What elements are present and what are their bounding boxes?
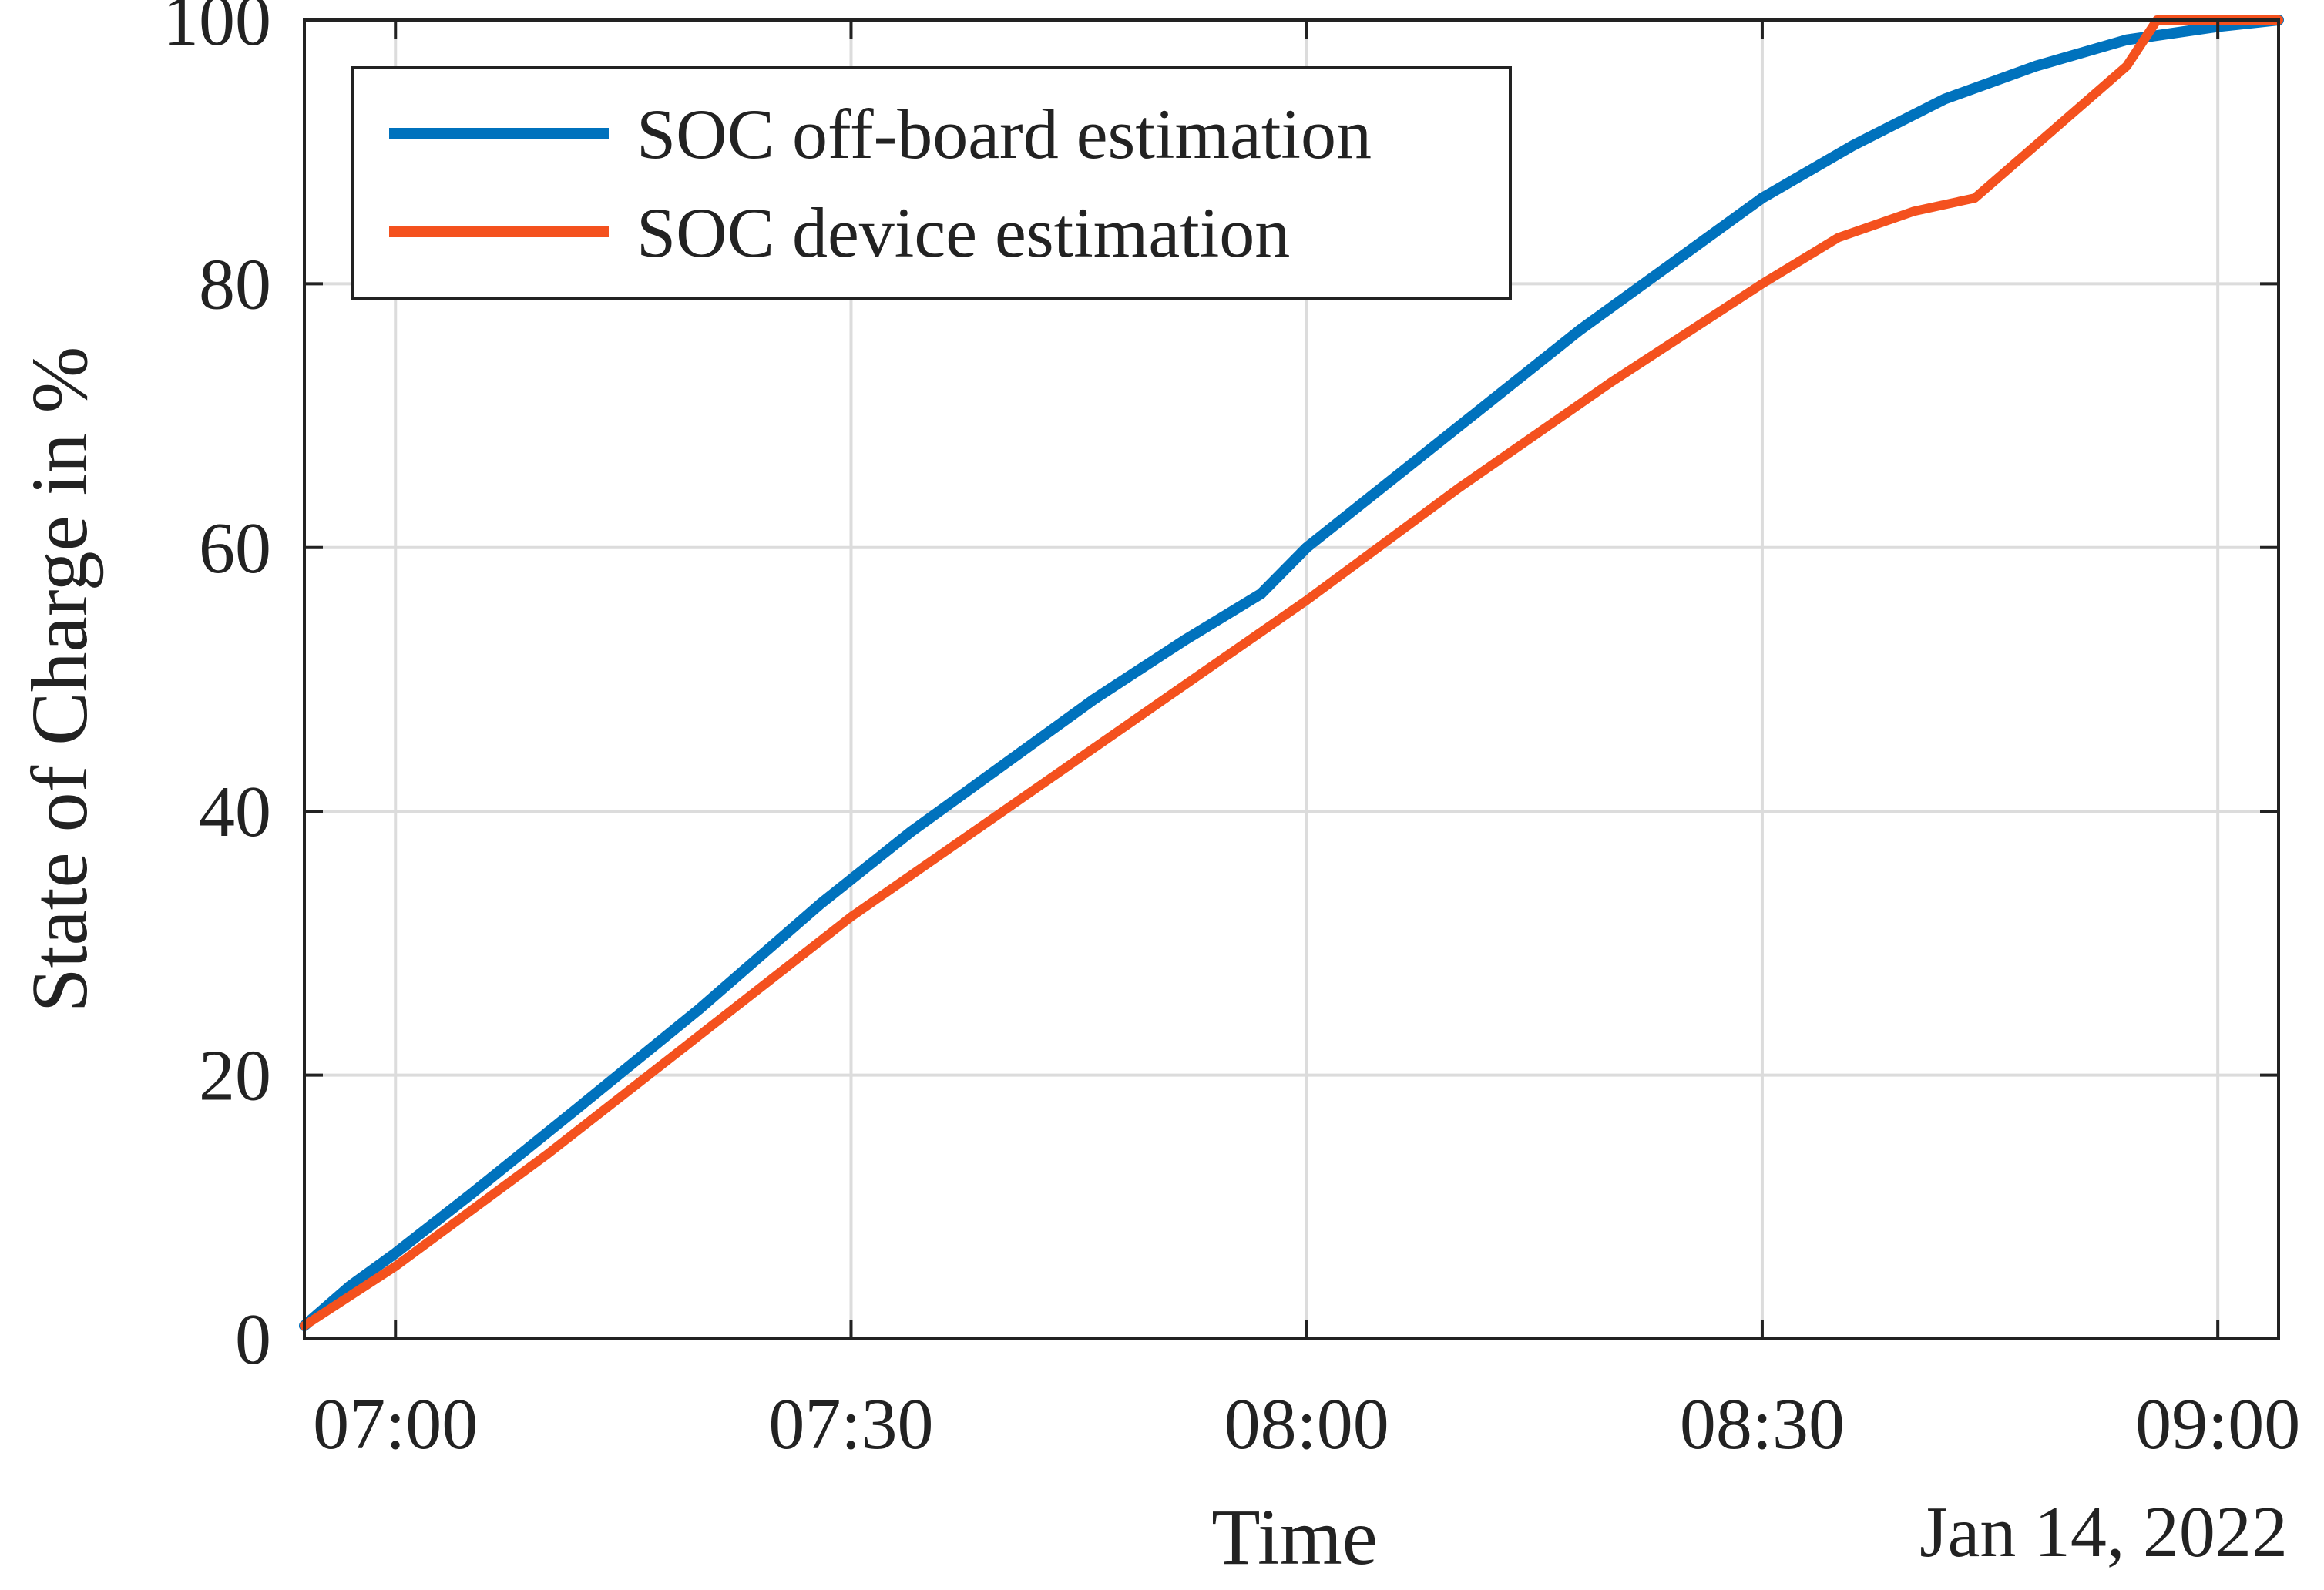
y-tick-label: 20 bbox=[199, 1036, 271, 1116]
x-tick-label: 09:00 bbox=[2135, 1384, 2300, 1464]
axis-ticks bbox=[304, 18, 2279, 1340]
y-tick-label: 100 bbox=[163, 0, 271, 61]
plot-series bbox=[299, 15, 2284, 1331]
y-axis-label: State of Charge in % bbox=[15, 347, 104, 1013]
x-tick-label: 07:00 bbox=[313, 1384, 478, 1464]
legend-box bbox=[351, 66, 1512, 300]
x-tick-label: 08:00 bbox=[1224, 1384, 1389, 1464]
legend-label-device: SOC device estimation bbox=[636, 193, 1290, 272]
date-label: Jan 14, 2022 bbox=[1919, 1492, 2288, 1572]
x-tick-label: 08:30 bbox=[1680, 1384, 1845, 1464]
y-tick-label: 0 bbox=[235, 1300, 271, 1380]
y-tick-label: 60 bbox=[199, 508, 271, 589]
legend: SOC off-board estimation SOC device esti… bbox=[351, 66, 1512, 300]
series-line-device bbox=[300, 15, 2283, 1330]
y-tick-label: 40 bbox=[199, 772, 271, 852]
x-axis-label: Time bbox=[1211, 1493, 1378, 1582]
tick-labels: 07:00 07:30 08:00 08:30 09:00 0 20 40 60 80 100 bbox=[163, 0, 2300, 1464]
x-tick-label: 07:30 bbox=[768, 1384, 933, 1464]
plot-frame bbox=[303, 18, 2280, 1340]
legend-label-off-board: SOC off-board estimation bbox=[636, 95, 1372, 173]
y-tick-label: 80 bbox=[199, 244, 271, 324]
series-line-off-board bbox=[299, 15, 2284, 1331]
